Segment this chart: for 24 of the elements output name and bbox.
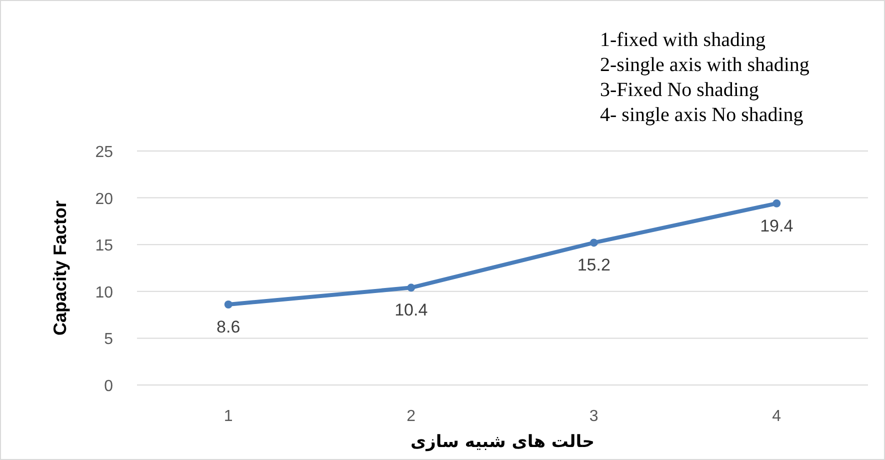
- y-tick-label: 5: [104, 331, 114, 348]
- point: [224, 300, 232, 309]
- y-tick-label: 25: [95, 144, 114, 161]
- point: [590, 238, 598, 247]
- x-axis-title: حالت های شبیه سازی: [410, 432, 594, 452]
- y-tick-label: 20: [95, 190, 114, 208]
- y-tick-label: 15: [95, 238, 114, 255]
- data-label: 15.2: [577, 256, 610, 275]
- y-tick-label: 0: [104, 378, 114, 395]
- data-label: 19.4: [760, 216, 794, 236]
- y-axis-title: Capacity Factor: [50, 200, 70, 336]
- text: 1-fixed with shading: [600, 29, 766, 51]
- x-tick-label: 3: [589, 408, 598, 425]
- x-tick-label: 1: [224, 408, 233, 425]
- point: [407, 284, 416, 292]
- y-tick-label: 10: [95, 284, 114, 302]
- text: 2-single axis with shading: [600, 54, 810, 76]
- data-label: 8.6: [216, 318, 240, 337]
- text: 4- single axis No shading: [600, 104, 804, 126]
- x-tick-label: 2: [406, 408, 416, 425]
- point: [772, 199, 781, 208]
- text: 3-Fixed No shading: [600, 79, 759, 101]
- x-tick-label: 4: [772, 408, 782, 425]
- data-label: 10.4: [394, 300, 428, 320]
